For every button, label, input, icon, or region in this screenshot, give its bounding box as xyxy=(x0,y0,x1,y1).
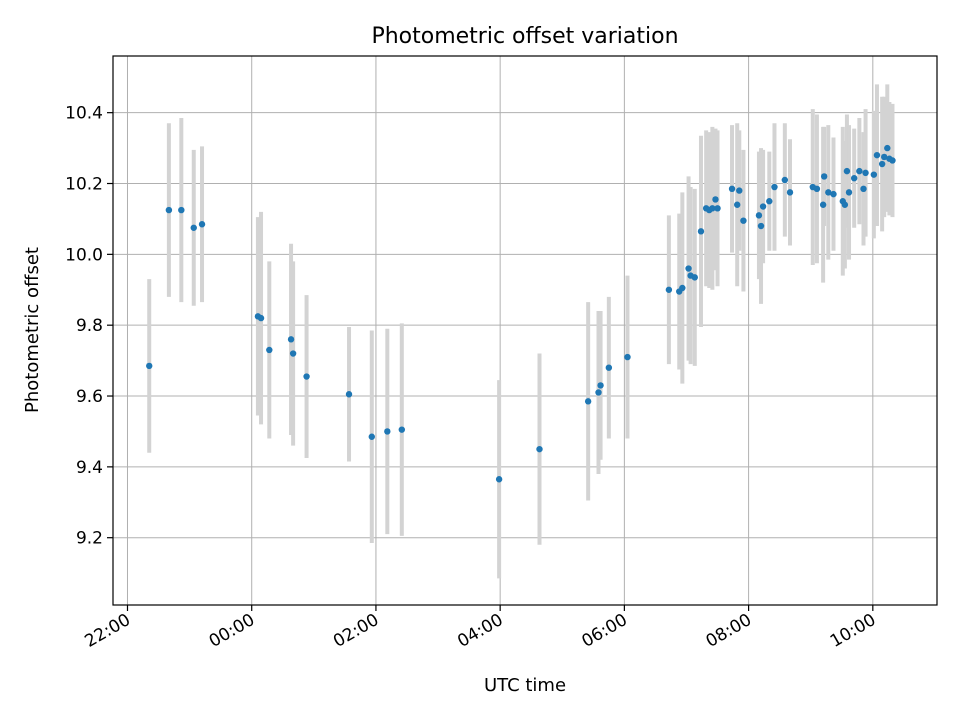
y-tick-label: 9.2 xyxy=(76,529,103,549)
data-point xyxy=(766,198,773,205)
data-point xyxy=(198,221,206,228)
data-point xyxy=(873,151,881,159)
data-point xyxy=(813,185,821,193)
data-point xyxy=(825,189,832,196)
data-point xyxy=(266,346,273,354)
data-point xyxy=(685,265,692,272)
data-point xyxy=(257,314,265,322)
data-point xyxy=(734,201,741,208)
data-point xyxy=(884,144,891,152)
data-point xyxy=(820,173,828,180)
data-point xyxy=(368,433,375,440)
data-point xyxy=(146,362,153,370)
y-tick-label: 9.4 xyxy=(76,458,103,478)
y-tick-label: 9.6 xyxy=(76,387,103,407)
data-point xyxy=(728,185,736,193)
y-tick-label: 9.8 xyxy=(76,316,103,336)
data-point xyxy=(595,389,602,396)
data-point xyxy=(860,185,867,193)
y-tick-label: 10.0 xyxy=(65,245,103,265)
data-point xyxy=(190,224,197,231)
data-point xyxy=(709,205,716,212)
y-tick-label: 10.2 xyxy=(65,175,103,195)
data-point xyxy=(384,428,391,435)
data-point xyxy=(398,426,406,433)
data-point xyxy=(345,391,353,398)
data-point xyxy=(757,222,765,230)
chart-title: Photometric offset variation xyxy=(371,24,678,49)
data-point xyxy=(736,187,743,194)
data-point xyxy=(691,274,698,281)
data-point xyxy=(843,167,851,175)
data-point xyxy=(856,167,863,175)
data-point xyxy=(712,196,719,203)
data-point xyxy=(841,201,849,208)
data-point xyxy=(178,206,185,214)
data-point xyxy=(759,203,767,210)
data-point xyxy=(714,205,721,212)
x-axis-label: UTC time xyxy=(484,675,566,696)
data-point xyxy=(878,160,886,168)
grid xyxy=(113,56,937,605)
data-point xyxy=(536,445,543,453)
data-point xyxy=(870,171,878,178)
data-point xyxy=(624,353,631,361)
data-point xyxy=(605,364,613,371)
data-point xyxy=(862,169,869,177)
data-points xyxy=(146,144,896,483)
y-axis-label: Photometric offset xyxy=(22,247,43,413)
data-point xyxy=(819,201,827,208)
data-point xyxy=(665,286,673,293)
data-point xyxy=(584,398,592,405)
data-point xyxy=(679,284,686,292)
data-point xyxy=(781,176,789,184)
data-point xyxy=(495,476,503,483)
data-point xyxy=(889,157,896,164)
plot-frame xyxy=(112,55,938,606)
data-point xyxy=(850,174,858,182)
data-point xyxy=(755,212,763,219)
y-axis-ticks: 9.2 9.4 9.6 9.8 10.0 10.2 10.4 xyxy=(65,104,113,549)
data-point xyxy=(881,153,888,161)
data-point xyxy=(771,183,778,191)
data-point xyxy=(289,350,297,357)
data-point xyxy=(165,206,173,214)
data-point xyxy=(786,189,794,196)
data-point xyxy=(740,217,747,224)
data-point xyxy=(830,190,837,198)
data-point xyxy=(697,228,705,235)
data-point xyxy=(303,373,310,380)
y-tick-label: 10.4 xyxy=(65,104,103,124)
data-point xyxy=(287,336,295,343)
data-point xyxy=(597,382,604,389)
data-point xyxy=(845,189,853,196)
